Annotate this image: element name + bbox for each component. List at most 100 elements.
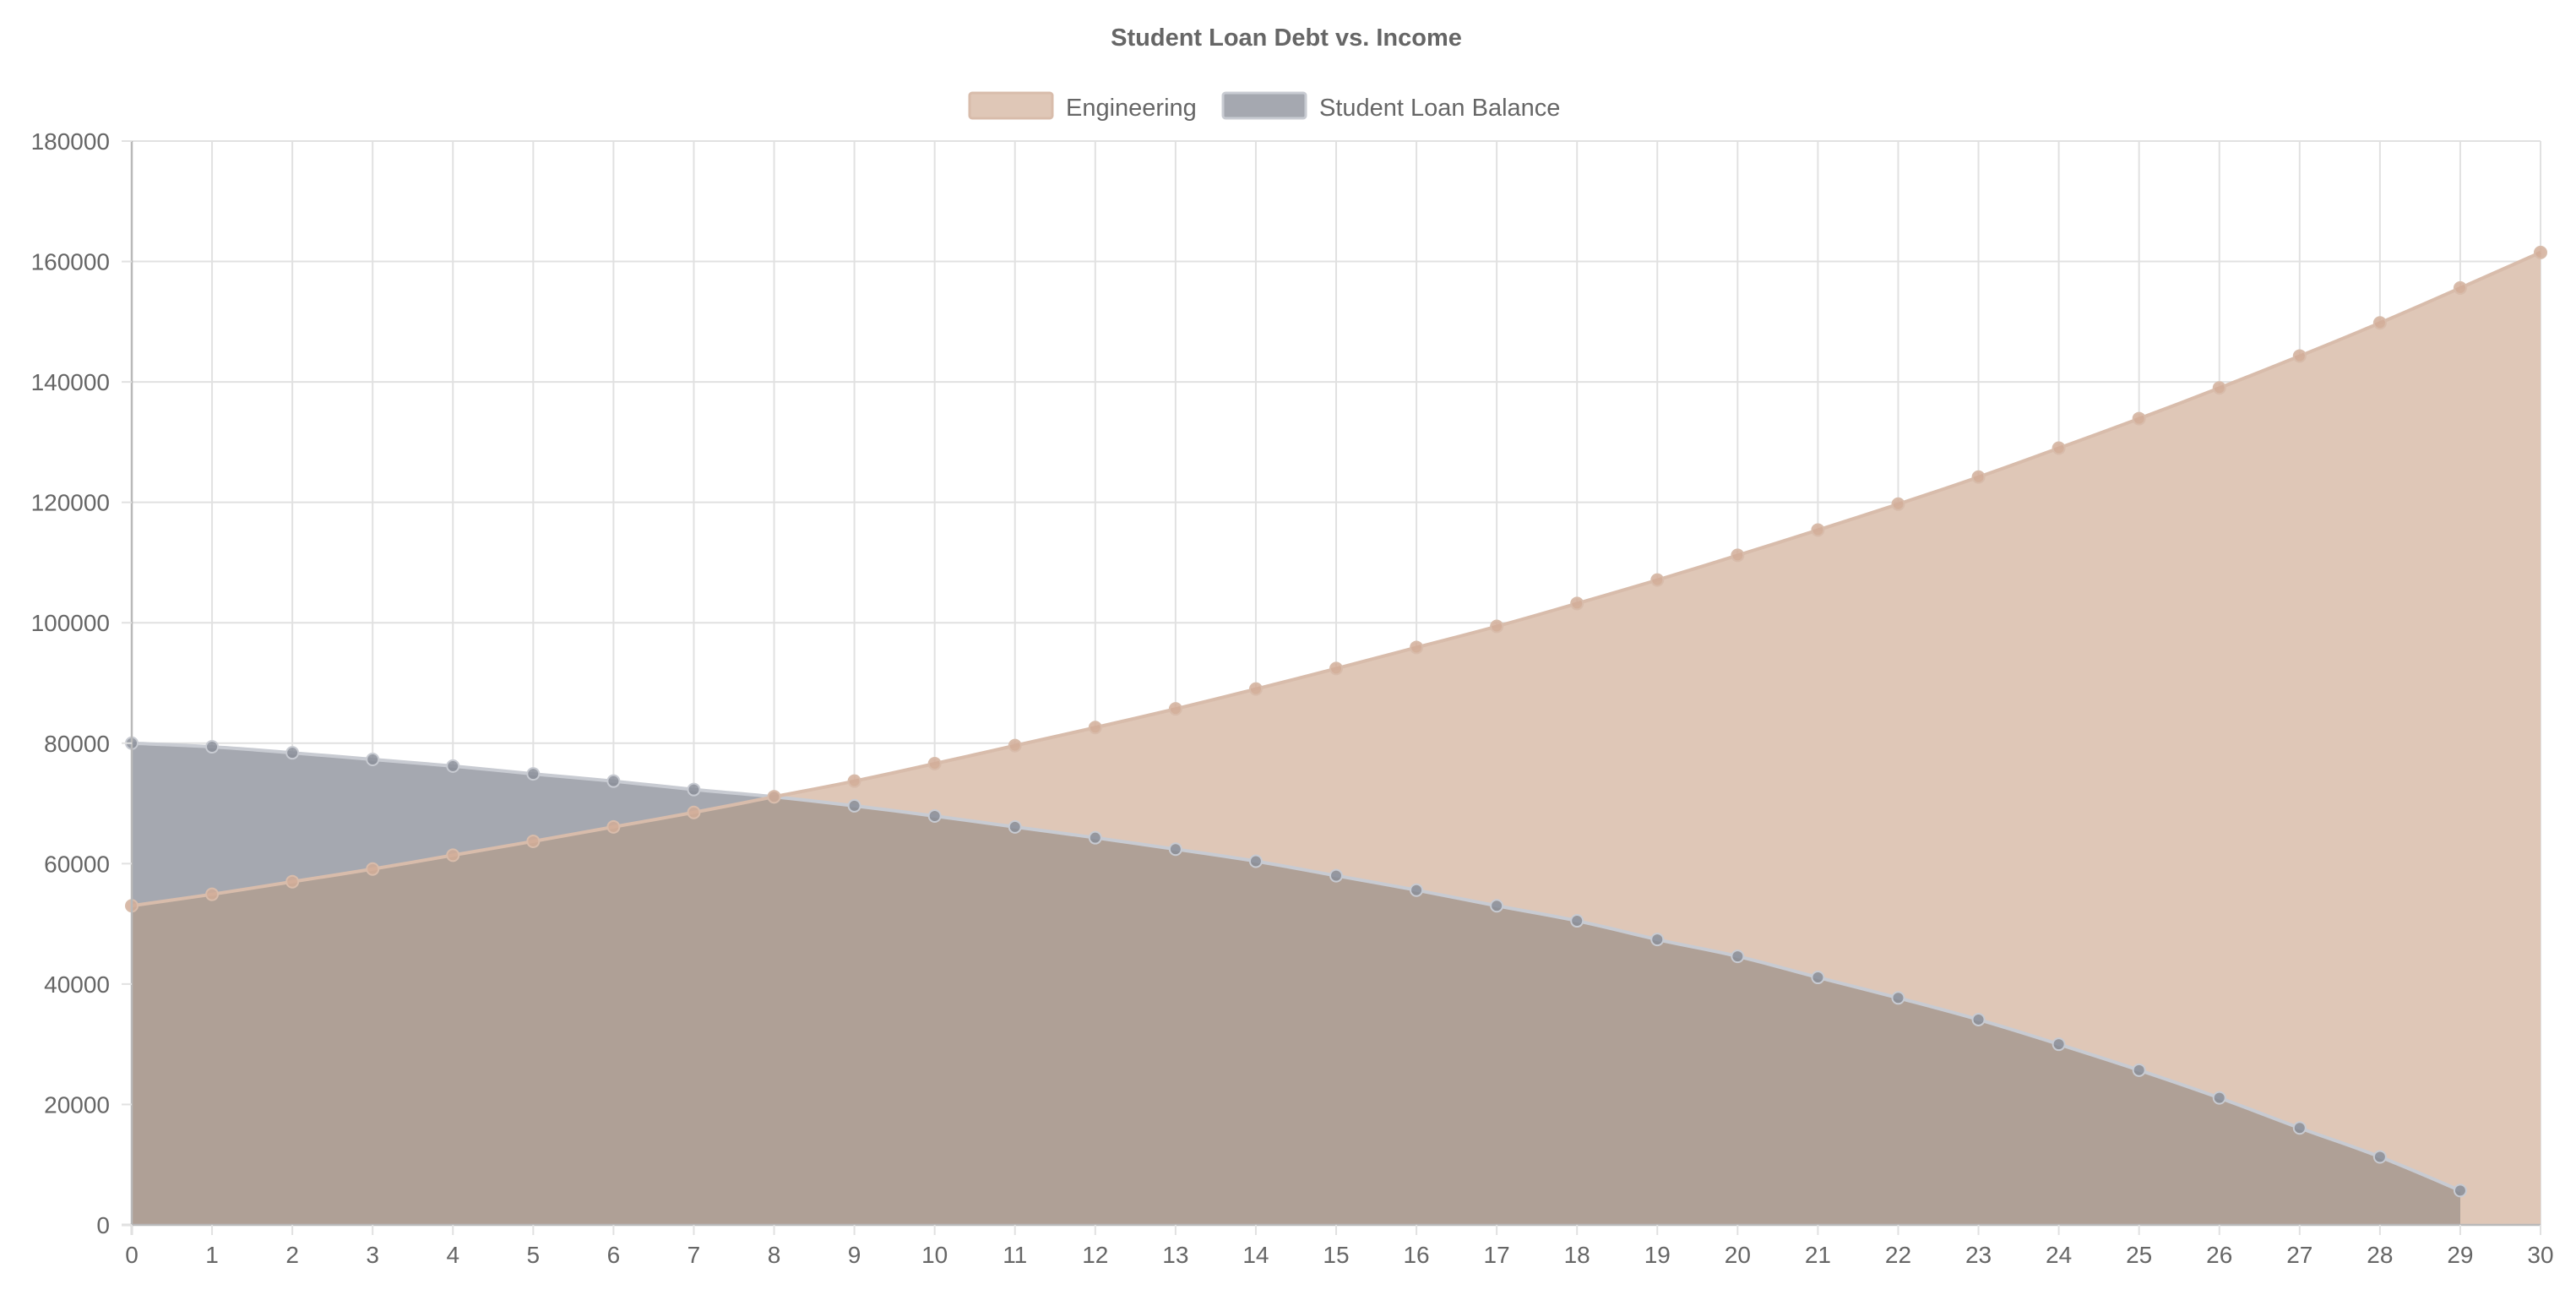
y-tick-label-9: 180000 <box>31 128 110 155</box>
x-tick-label-6: 6 <box>607 1242 621 1268</box>
point-engineering-26[interactable] <box>2212 381 2226 395</box>
x-tick-label-4: 4 <box>446 1242 459 1268</box>
y-tick-label-1: 20000 <box>44 1091 110 1118</box>
legend-item-student-loan-balance[interactable]: Student Loan Balance <box>1221 91 1560 122</box>
point-engineering-30[interactable] <box>2534 245 2547 259</box>
point-engineering-21[interactable] <box>1811 523 1825 537</box>
point-student-loan-balance-13[interactable] <box>1168 842 1182 857</box>
point-student-loan-balance-28[interactable] <box>2372 1150 2387 1164</box>
point-engineering-7[interactable] <box>687 805 701 819</box>
point-student-loan-balance-21[interactable] <box>1811 971 1825 985</box>
chart-title: Student Loan Debt vs. Income <box>1111 24 1462 52</box>
y-axis-ticks: 0 20000 40000 60000 80000 100000 120000 140000 1… <box>31 128 132 1238</box>
x-tick-label-26: 26 <box>2206 1242 2232 1268</box>
x-tick-label-19: 19 <box>1644 1242 1671 1268</box>
point-engineering-24[interactable] <box>2052 441 2066 455</box>
y-tick-label-3: 60000 <box>44 851 110 877</box>
series-areas <box>131 251 2541 1225</box>
x-tick-label-28: 28 <box>2367 1242 2393 1268</box>
x-tick-label-13: 13 <box>1162 1242 1188 1268</box>
x-tick-label-18: 18 <box>1564 1242 1590 1268</box>
point-engineering-27[interactable] <box>2292 349 2307 363</box>
point-student-loan-balance-19[interactable] <box>1650 933 1665 947</box>
x-tick-label-0: 0 <box>125 1242 139 1268</box>
legend-label-engineering: Engineering <box>1066 95 1197 122</box>
point-engineering-12[interactable] <box>1088 721 1102 735</box>
point-student-loan-balance-4[interactable] <box>446 759 460 773</box>
x-tick-label-12: 12 <box>1082 1242 1108 1268</box>
point-student-loan-balance-20[interactable] <box>1731 949 1745 964</box>
point-student-loan-balance-25[interactable] <box>2132 1063 2146 1077</box>
point-engineering-17[interactable] <box>1490 619 1504 634</box>
point-student-loan-balance-18[interactable] <box>1570 914 1584 928</box>
point-engineering-15[interactable] <box>1329 661 1343 676</box>
point-engineering-16[interactable] <box>1410 640 1424 655</box>
point-student-loan-balance-11[interactable] <box>1008 819 1022 834</box>
point-engineering-3[interactable] <box>366 862 380 876</box>
x-tick-label-29: 29 <box>2447 1242 2473 1268</box>
point-student-loan-balance-12[interactable] <box>1088 830 1102 845</box>
x-tick-label-24: 24 <box>2046 1242 2072 1268</box>
point-student-loan-balance-29[interactable] <box>2453 1183 2467 1198</box>
y-tick-label-5: 100000 <box>31 610 110 636</box>
y-tick-label-0: 0 <box>96 1212 110 1238</box>
x-tick-label-1: 1 <box>205 1242 219 1268</box>
point-engineering-6[interactable] <box>606 819 621 834</box>
point-engineering-18[interactable] <box>1570 596 1584 611</box>
point-student-loan-balance-5[interactable] <box>526 767 541 781</box>
point-student-loan-balance-23[interactable] <box>1971 1012 1986 1026</box>
point-engineering-19[interactable] <box>1650 573 1665 587</box>
x-tick-label-20: 20 <box>1725 1242 1751 1268</box>
point-engineering-13[interactable] <box>1168 702 1182 716</box>
point-engineering-25[interactable] <box>2132 411 2146 426</box>
y-tick-label-4: 80000 <box>44 731 110 757</box>
point-engineering-20[interactable] <box>1731 548 1745 563</box>
point-student-loan-balance-15[interactable] <box>1329 868 1343 883</box>
point-engineering-28[interactable] <box>2372 316 2387 330</box>
point-student-loan-balance-3[interactable] <box>366 753 380 767</box>
point-student-loan-balance-26[interactable] <box>2212 1091 2226 1105</box>
point-student-loan-balance-6[interactable] <box>606 774 621 788</box>
point-engineering-5[interactable] <box>526 834 541 848</box>
point-engineering-8[interactable] <box>767 790 781 804</box>
point-engineering-1[interactable] <box>205 887 220 901</box>
point-student-loan-balance-14[interactable] <box>1248 854 1263 868</box>
axes <box>122 141 2541 1235</box>
point-student-loan-balance-27[interactable] <box>2292 1121 2307 1135</box>
point-student-loan-balance-24[interactable] <box>2052 1037 2066 1052</box>
legend-item-engineering[interactable]: Engineering <box>968 91 1197 122</box>
x-tick-label-11: 11 <box>1003 1242 1027 1268</box>
point-engineering-29[interactable] <box>2453 280 2467 295</box>
point-engineering-10[interactable] <box>927 757 942 771</box>
area-overlap <box>132 743 2460 1225</box>
point-student-loan-balance-10[interactable] <box>927 809 942 824</box>
point-engineering-11[interactable] <box>1008 738 1022 753</box>
x-tick-label-25: 25 <box>2126 1242 2152 1268</box>
x-tick-label-15: 15 <box>1323 1242 1349 1268</box>
x-axis-ticks: 0 1 2 3 4 5 6 7 8 9 10 11 12 13 14 15 16 17 18 19 20 21 22 23 24… <box>125 1225 2554 1268</box>
legend-swatch-engineering <box>968 91 1054 120</box>
point-engineering-23[interactable] <box>1971 470 1986 484</box>
point-student-loan-balance-16[interactable] <box>1410 883 1424 897</box>
x-tick-label-27: 27 <box>2286 1242 2312 1268</box>
point-student-loan-balance-7[interactable] <box>687 782 701 797</box>
series-points <box>125 245 2547 1198</box>
point-engineering-9[interactable] <box>847 774 861 788</box>
x-tick-label-9: 9 <box>848 1242 861 1268</box>
x-tick-label-22: 22 <box>1885 1242 1911 1268</box>
point-student-loan-balance-17[interactable] <box>1490 899 1504 913</box>
point-engineering-22[interactable] <box>1891 497 1905 511</box>
y-tick-label-8: 160000 <box>31 249 110 275</box>
point-student-loan-balance-2[interactable] <box>285 746 300 760</box>
point-student-loan-balance-1[interactable] <box>205 740 220 754</box>
point-engineering-4[interactable] <box>446 848 460 862</box>
point-student-loan-balance-9[interactable] <box>847 798 861 813</box>
point-student-loan-balance-22[interactable] <box>1891 991 1905 1005</box>
legend-swatch-student-loan-balance <box>1221 91 1307 120</box>
point-engineering-14[interactable] <box>1248 682 1263 696</box>
x-tick-label-10: 10 <box>921 1242 948 1268</box>
x-tick-label-17: 17 <box>1484 1242 1510 1268</box>
point-engineering-2[interactable] <box>285 874 300 889</box>
